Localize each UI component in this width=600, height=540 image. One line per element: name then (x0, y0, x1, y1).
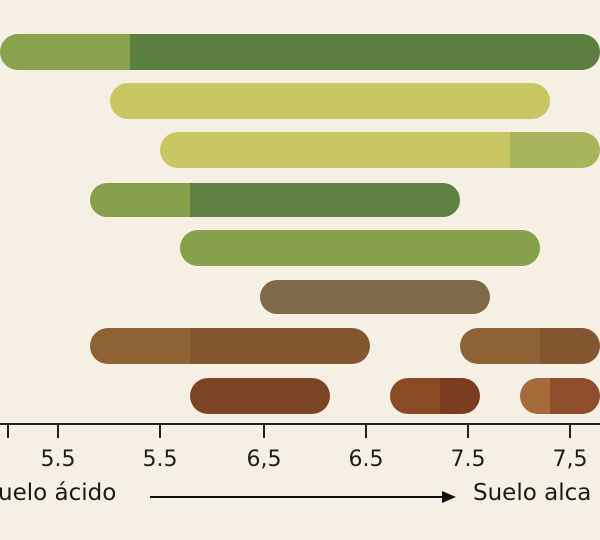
range-bar (110, 83, 550, 119)
bar-segment (190, 378, 330, 414)
bar-group (0, 34, 600, 414)
range-bar (190, 378, 330, 414)
range-bar (260, 280, 490, 314)
range-bar (390, 378, 480, 414)
bar-segment (520, 378, 550, 414)
bar-segment (0, 34, 130, 70)
bar-segment (390, 378, 440, 414)
tick-label: 6,5 (247, 447, 282, 472)
bar-segment (190, 183, 460, 217)
tick-label: 7.5 (451, 447, 486, 472)
tick-label: 6.5 (349, 447, 384, 472)
bar-segment (440, 378, 480, 414)
tick-label: 5.5 (143, 447, 178, 472)
bar-segment (510, 132, 600, 168)
bar-segment (190, 328, 370, 364)
bar-segment (130, 34, 600, 70)
range-bar (0, 34, 600, 70)
tick-group: 5.5 5.5 6,5 6.5 7.5 7,5 (7, 424, 588, 472)
bar-segment (550, 378, 600, 414)
range-bar (180, 230, 540, 266)
bar-segment (180, 230, 540, 266)
tick-label: 7,5 (553, 447, 588, 472)
tick-label: 5.5 (41, 447, 76, 472)
bar-segment (160, 132, 510, 168)
range-bar (160, 132, 600, 168)
range-bar (90, 328, 370, 364)
bar-segment (260, 280, 490, 314)
range-bar (90, 183, 460, 217)
bar-segment (540, 328, 600, 364)
range-bar (520, 378, 600, 414)
acidic-soil-label: uelo ácido (0, 480, 117, 506)
range-bar (460, 328, 600, 364)
arrow-head-icon (442, 491, 456, 503)
bar-segment (90, 183, 190, 217)
alkaline-soil-label: Suelo alca (473, 480, 592, 506)
bar-segment (460, 328, 540, 364)
bar-segment (110, 83, 550, 119)
bar-segment (90, 328, 190, 364)
